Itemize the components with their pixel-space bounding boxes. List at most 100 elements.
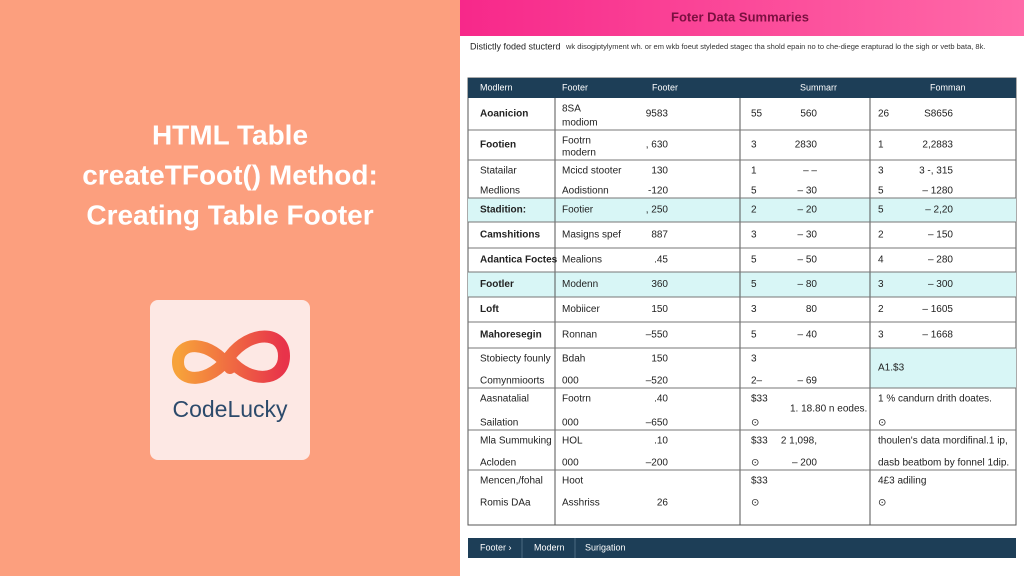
table-cell: dasb beatbom by fonnel 1dip. [878, 458, 1009, 469]
table-cell: Aodistionn [562, 186, 609, 197]
table-cell: S8656 [924, 109, 953, 120]
table-cell: 5 [751, 255, 757, 266]
table-cell: 8SA [562, 104, 581, 115]
logo-text: CodeLucky [172, 396, 288, 422]
table-cell: – 1605 [922, 304, 953, 315]
table-cell: 000 [562, 376, 579, 387]
table-cell: 1 % candurn drith doates. [878, 394, 992, 405]
table-cell: 2,2883 [922, 140, 953, 151]
table-cell: ⊙ [878, 498, 886, 509]
footer-nav [468, 538, 1016, 558]
table-cell: ⊙ [751, 418, 759, 429]
table-cell: 1 [751, 166, 757, 177]
table-cell: – 280 [928, 255, 953, 266]
table-cell: 4 [878, 255, 884, 266]
table-cell: Stadition: [480, 205, 526, 216]
table-cell: Hoot [562, 476, 583, 487]
table-cell: – 69 [798, 376, 818, 387]
table-cell: – 50 [798, 255, 818, 266]
left-panel [0, 0, 460, 576]
table-cell: Modenn [562, 279, 598, 290]
table-cell: Sailation [480, 418, 518, 429]
table-cell: .45 [654, 255, 668, 266]
table-cell: Mencen,/fohal [480, 476, 543, 487]
table-cell: – 30 [798, 186, 818, 197]
column-header: Modlern [480, 82, 513, 92]
column-header: Fomman [930, 82, 966, 92]
table-cell: – 1668 [922, 330, 953, 341]
table-cell: 3 -, 315 [919, 166, 953, 177]
table-cell: Footien [480, 140, 516, 151]
table-cell: 2 [878, 230, 884, 241]
table-cell: 3 [878, 166, 884, 177]
table-cell: 80 [806, 304, 818, 315]
table-cell: 2 [878, 304, 884, 315]
row-highlight [468, 198, 1016, 222]
table-cell: 9583 [646, 109, 669, 120]
table-cell: 5 [878, 186, 884, 197]
table-cell: , 630 [646, 140, 669, 151]
table-cell: 26 [657, 498, 669, 509]
table-cell: – 2,20 [925, 205, 953, 216]
footer-link: Footer › [480, 542, 512, 552]
table-cell: Masigns spef [562, 230, 621, 241]
table-cell: HOL [562, 436, 583, 447]
table-cell: modiom [562, 118, 598, 129]
table-cell: Statailar [480, 166, 517, 177]
subtitle: Distictly foded stucterd [470, 41, 561, 51]
table-cell: 2 1,098, [781, 436, 817, 447]
title-line: HTML Table [152, 119, 308, 150]
table-cell: Aasnatalial [480, 394, 529, 405]
table-cell: – – [803, 166, 817, 177]
table-cell: .40 [654, 394, 668, 405]
table-cell: Footrn [562, 394, 591, 405]
table-cell: – 20 [798, 205, 818, 216]
table-cell: 3 [751, 304, 757, 315]
table-cell: 5 [751, 279, 757, 290]
table-cell: , 250 [646, 205, 669, 216]
table-cell: 150 [651, 304, 668, 315]
table-cell: Adantica Foctes [480, 255, 558, 266]
logo-box [150, 300, 310, 460]
table-cell: thoulen's data mordifinal.1 ip, [878, 436, 1008, 447]
table-cell: Acloden [480, 458, 516, 469]
table-cell: -120 [648, 186, 668, 197]
table-cell: 000 [562, 418, 579, 429]
table-cell: Footler [480, 279, 514, 290]
table-cell: 3 [751, 230, 757, 241]
cell-highlight [870, 348, 1016, 388]
table-cell: – 30 [798, 230, 818, 241]
table-cell: –550 [646, 330, 669, 341]
table-cell: $33 [751, 476, 768, 487]
table-cell: .10 [654, 436, 668, 447]
footer-link: Modern [534, 542, 565, 552]
column-header: Footer [562, 82, 588, 92]
header-bar [460, 0, 1024, 36]
table-cell: 3 [751, 354, 757, 365]
table-cell: Comynmioorts [480, 376, 544, 387]
title-line: Creating Table Footer [86, 199, 373, 230]
table-header [468, 78, 1016, 98]
table-cell: 3 [878, 330, 884, 341]
table-cell: ⊙ [878, 418, 886, 429]
table-cell: – 40 [798, 330, 818, 341]
table-cell: 150 [651, 354, 668, 365]
table-cell: 5 [878, 205, 884, 216]
table-cell: – 200 [792, 458, 817, 469]
table-cell: Mealions [562, 255, 602, 266]
footer-link: Surigation [585, 542, 626, 552]
table-cell: –200 [646, 458, 669, 469]
table-cell: 55 [751, 109, 763, 120]
table-cell: 2– [751, 376, 763, 387]
table-cell: ⊙ [751, 498, 759, 509]
table-cell: Bdah [562, 354, 585, 365]
table-cell: A1.$3 [878, 363, 905, 374]
description: wk disogiptylyment wh. or em wkb foeut s… [565, 42, 985, 51]
table-cell: – 150 [928, 230, 953, 241]
table-cell: 1. 18.80 n eodes. [790, 404, 867, 415]
table-cell: Mobiicer [562, 304, 600, 315]
table-cell: Mahoresegin [480, 330, 542, 341]
table-cell: 000 [562, 458, 579, 469]
table-cell: Medlions [480, 186, 520, 197]
table-cell: modern [562, 148, 596, 159]
